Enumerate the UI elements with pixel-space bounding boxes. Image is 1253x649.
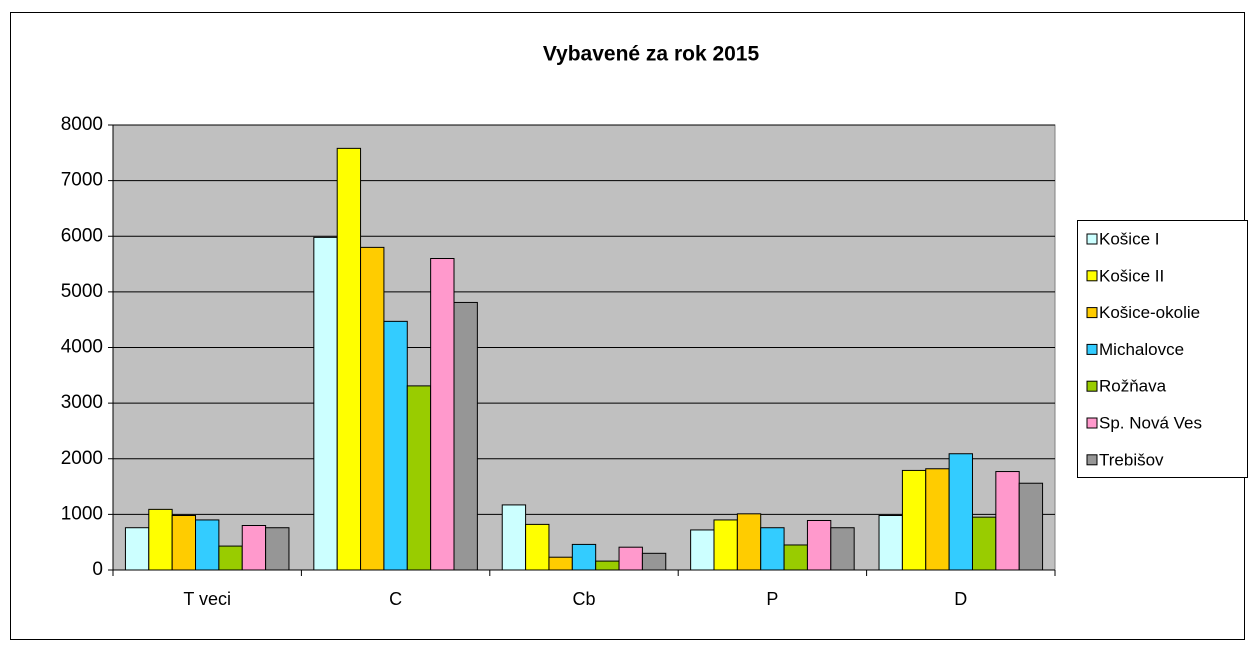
bar	[736, 513, 762, 571]
x-tick-label: P	[766, 589, 778, 609]
x-tick-label: Cb	[572, 589, 595, 609]
legend-swatch	[1086, 417, 1098, 429]
y-tick-label: 6000	[61, 225, 103, 246]
legend-box	[1077, 220, 1248, 478]
bar	[525, 523, 550, 571]
bar	[641, 552, 667, 571]
legend-swatch	[1086, 343, 1098, 355]
legend-label: Trebišov	[1099, 450, 1164, 469]
bar	[406, 385, 432, 571]
bar	[901, 469, 927, 571]
legend-label: Sp. Nová Ves	[1099, 413, 1202, 432]
bar	[313, 236, 338, 571]
legend-label: Košice I	[1099, 229, 1159, 248]
y-tick-label: 2000	[61, 448, 103, 469]
bar	[690, 529, 715, 571]
legend-swatch	[1086, 270, 1098, 282]
bar	[878, 514, 903, 571]
bar	[548, 556, 573, 571]
bar	[171, 514, 197, 571]
legend-swatch	[1086, 380, 1098, 392]
bar	[971, 516, 997, 571]
y-tick-label: 3000	[61, 392, 103, 413]
x-tick-label: D	[954, 589, 967, 609]
bar	[148, 508, 173, 571]
bar	[618, 546, 643, 571]
y-tick-label: 1000	[61, 503, 103, 524]
bar	[265, 527, 290, 571]
bar	[195, 519, 220, 571]
bar	[430, 258, 455, 571]
bar	[360, 246, 385, 571]
bar	[713, 519, 738, 571]
bar	[1018, 482, 1044, 571]
bar	[806, 519, 832, 571]
legend-label: Košice-okolie	[1099, 303, 1200, 322]
legend-label: Michalovce	[1099, 340, 1184, 359]
bar	[124, 527, 150, 571]
x-tick-label: T veci	[183, 589, 231, 609]
legend-label: Rožňava	[1099, 377, 1167, 396]
x-tick-label: C	[389, 589, 402, 609]
bar	[453, 301, 478, 571]
bar	[948, 453, 973, 571]
bar	[336, 147, 362, 571]
y-tick-label: 8000	[61, 114, 103, 135]
bar	[830, 527, 855, 571]
bar	[760, 527, 785, 571]
bar	[218, 545, 243, 571]
bar	[241, 525, 267, 571]
chart-title: Vybavené za rok 2015	[543, 43, 760, 66]
y-tick-label: 7000	[61, 170, 103, 191]
bar	[995, 471, 1020, 571]
legend-swatch	[1086, 307, 1098, 319]
y-tick-label: 4000	[61, 337, 103, 358]
bar	[571, 543, 597, 571]
bar	[595, 560, 620, 571]
bar	[501, 504, 527, 571]
y-tick-label: 5000	[61, 281, 103, 302]
legend-label: Košice II	[1099, 266, 1164, 285]
bar	[925, 468, 950, 571]
legend-swatch	[1086, 233, 1098, 245]
y-tick-label: 0	[92, 559, 103, 580]
bar	[783, 544, 808, 571]
legend-swatch	[1086, 454, 1098, 466]
bar	[383, 320, 408, 571]
